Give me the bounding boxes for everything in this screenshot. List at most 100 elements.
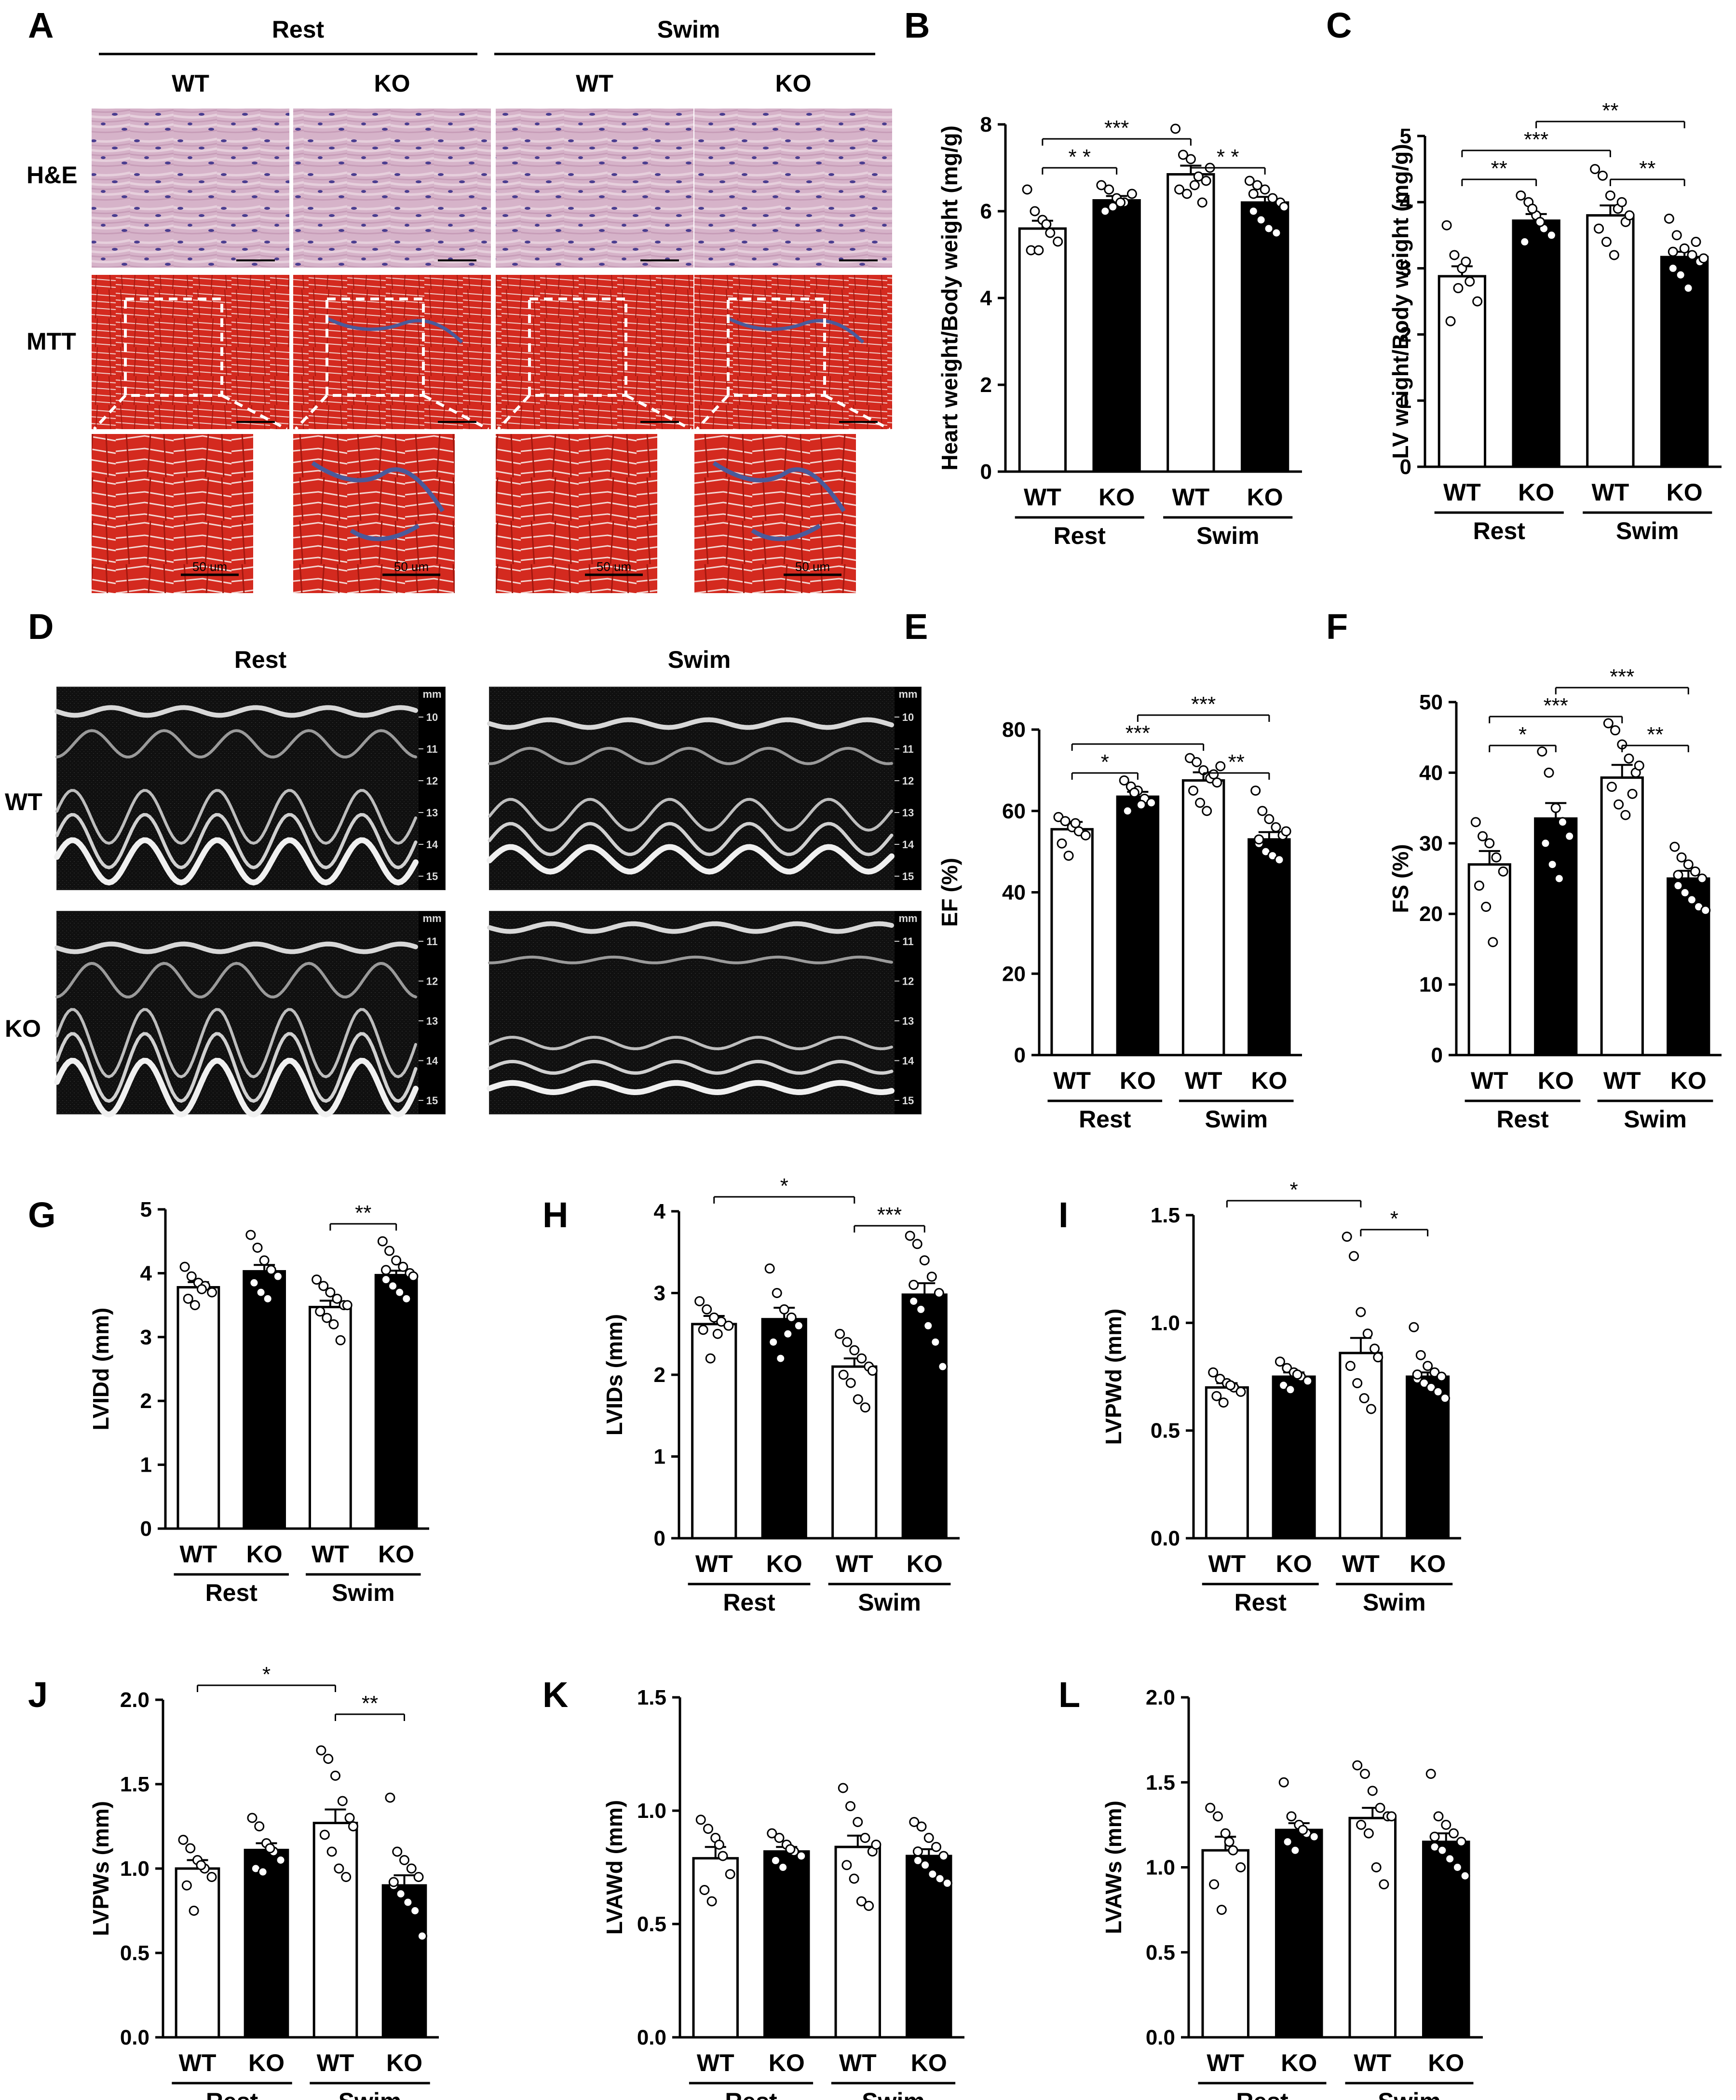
data-point (1108, 202, 1118, 212)
data-point (864, 1900, 874, 1911)
x-category-label: WT (180, 1541, 217, 1568)
data-point (1519, 237, 1530, 247)
m-mode-image (489, 911, 922, 1114)
bar-chart-k: K 0.0 0.5 1.0 1.5 LVAWd (mm) WT KO WT KO Rest Swim (542, 1675, 964, 2100)
x-category-label: WT (1603, 1067, 1641, 1094)
y-tick-label: 2 (1400, 323, 1411, 347)
bar (312, 1822, 358, 2039)
data-point (1673, 881, 1683, 891)
depth-tick-label: 14 (902, 1055, 914, 1067)
x-category-label: KO (1251, 1067, 1287, 1094)
he-image (92, 108, 289, 268)
y-tick-label: 50 (1419, 691, 1443, 714)
data-point (841, 1860, 852, 1870)
data-point (1690, 866, 1700, 877)
data-point (403, 1897, 413, 1908)
y-tick-label: 0 (1400, 455, 1411, 479)
data-point (916, 1304, 926, 1314)
significance-stars: *** (1191, 692, 1216, 716)
y-axis-label: LVIDd (mm) (88, 1308, 113, 1431)
data-point (860, 1832, 870, 1843)
data-point (254, 1821, 265, 1831)
y-axis-label: EF (%) (937, 858, 962, 927)
depth-tick-label: 15 (426, 1095, 438, 1107)
data-point (1290, 1845, 1301, 1856)
data-point (942, 1878, 952, 1888)
group-label: Rest (725, 2088, 777, 2100)
data-point (775, 1353, 786, 1364)
data-point (1550, 803, 1561, 813)
data-point (1671, 230, 1682, 241)
data-point (1453, 283, 1464, 294)
y-tick-label: 0 (980, 460, 992, 484)
data-point (1033, 245, 1044, 256)
data-point (178, 1835, 189, 1845)
data-point (926, 1272, 937, 1282)
x-category-label: WT (1354, 2049, 1391, 2076)
data-point (275, 1855, 286, 1865)
y-tick-label: 10 (1419, 973, 1443, 997)
data-point (923, 1832, 934, 1843)
data-point (1616, 197, 1627, 207)
depth-tick-label: 15 (426, 870, 438, 882)
m-mode-wall-trace (487, 844, 895, 875)
data-point (1104, 184, 1114, 195)
y-tick-label: 0.5 (1146, 1941, 1175, 1965)
data-point (856, 1353, 867, 1364)
x-category-label: KO (769, 2049, 805, 2076)
histology-group-label: Rest (272, 16, 325, 43)
data-point (316, 1745, 326, 1756)
group-label: Swim (1363, 1589, 1426, 1616)
data-point (1371, 1862, 1382, 1872)
data-point (699, 1885, 710, 1895)
depth-scale-strip (895, 687, 921, 890)
data-point (1119, 775, 1129, 786)
histology-column-label: KO (775, 70, 812, 97)
data-point (845, 1378, 856, 1388)
data-point (1208, 769, 1219, 780)
data-point (1096, 180, 1107, 190)
y-tick-label: 0.5 (637, 1912, 666, 1936)
data-point (1590, 164, 1600, 175)
data-point (1527, 203, 1538, 214)
echo-row-label: KO (5, 1015, 41, 1042)
m-mode-wall-trace (54, 705, 418, 718)
data-point (1362, 1328, 1373, 1339)
bar-chart-l: L 0.0 0.5 1.0 1.5 2.0 LVAWs (mm) WT KO WT KO Rest Sw… (1058, 1675, 1483, 2100)
data-point (935, 1873, 945, 1884)
x-category-label: WT (1172, 484, 1210, 511)
data-point (1057, 838, 1067, 849)
significance-stars: * * (1069, 145, 1091, 169)
data-point (909, 1296, 919, 1306)
data-point (1409, 1322, 1419, 1332)
data-point (1664, 214, 1674, 224)
group-label: Rest (1054, 522, 1106, 549)
data-point (835, 1328, 845, 1339)
x-category-label: WT (1443, 479, 1481, 506)
data-point (1481, 902, 1492, 912)
data-point (1676, 852, 1687, 863)
zoom-box (124, 298, 223, 397)
group-label: Rest (723, 1589, 775, 1616)
data-point (1363, 1828, 1374, 1839)
y-tick-label: 2.0 (1146, 1686, 1175, 1709)
panel-label: I (1058, 1195, 1069, 1235)
x-category-label: WT (179, 2049, 217, 2076)
mtt-zoom-image (92, 434, 253, 593)
scale-bar-label: 50 um (795, 559, 830, 574)
y-tick-label: 6 (980, 200, 992, 223)
data-point (272, 1271, 283, 1282)
bar (692, 1857, 739, 2039)
x-category-label: KO (378, 1541, 414, 1568)
data-point (266, 1265, 276, 1275)
group-label: Swim (1196, 522, 1260, 549)
data-point (335, 1335, 346, 1345)
data-point (1263, 223, 1274, 234)
data-point (786, 1312, 797, 1323)
m-mode-wall-trace (54, 941, 418, 954)
data-point (1136, 799, 1146, 810)
data-point (1484, 838, 1495, 849)
m-mode-wall-trace (487, 1080, 895, 1096)
data-point (1370, 1343, 1380, 1354)
